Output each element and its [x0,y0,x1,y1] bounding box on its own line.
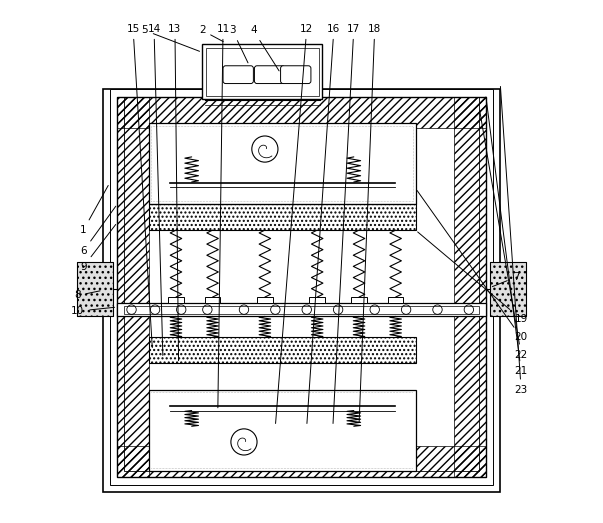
Bar [205,297,221,303]
Text: 22: 22 [480,111,528,360]
Bar [124,97,479,471]
Bar [118,446,485,477]
Bar [110,89,493,485]
Text: 19: 19 [418,232,528,324]
Bar [149,390,415,471]
Text: 16: 16 [307,24,341,424]
Bar [103,89,500,492]
Bar [118,97,485,477]
Bar [202,44,323,99]
Text: 15: 15 [127,24,153,348]
Bar [149,123,415,204]
Bar [490,262,526,316]
Bar [388,297,403,303]
Bar [118,303,485,316]
Bar [168,297,184,303]
Text: 8: 8 [74,290,100,301]
Text: 23: 23 [500,86,528,395]
Bar [118,97,149,477]
Text: 5: 5 [141,25,200,51]
Text: 12: 12 [276,24,314,424]
Text: 4: 4 [250,25,279,71]
Text: 17: 17 [333,24,361,424]
Bar [309,297,325,303]
Text: 13: 13 [168,24,182,361]
Bar [257,297,273,303]
Bar [351,297,367,303]
Bar [149,337,415,363]
Text: 9: 9 [80,224,116,272]
Text: 10: 10 [71,306,115,316]
Text: 11: 11 [216,24,230,408]
Text: 18: 18 [359,24,381,422]
Text: 21: 21 [486,97,528,377]
Bar [118,97,485,128]
Text: 7: 7 [493,272,519,287]
Text: 2: 2 [199,25,223,42]
FancyBboxPatch shape [254,66,285,84]
Text: 3: 3 [229,25,248,63]
Bar [149,204,415,230]
Text: 6: 6 [80,206,116,256]
Text: 14: 14 [147,24,163,356]
Bar [124,306,479,314]
FancyBboxPatch shape [280,66,311,84]
FancyBboxPatch shape [223,66,253,84]
Bar [206,48,319,96]
Text: 20: 20 [417,190,528,343]
Bar [454,97,485,477]
Text: 1: 1 [80,186,108,235]
Bar [77,262,113,316]
